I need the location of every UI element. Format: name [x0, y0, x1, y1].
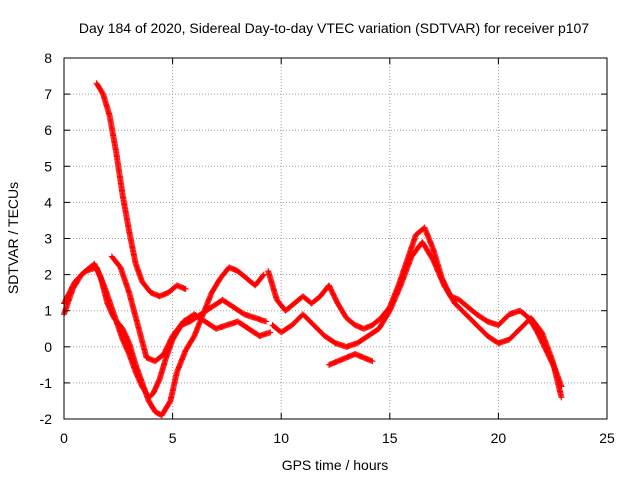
y-tick-label: -2	[40, 411, 53, 427]
y-tick-label: 4	[44, 194, 52, 210]
data-point	[369, 358, 376, 365]
y-tick-label: 2	[44, 267, 52, 283]
data-point	[262, 318, 269, 325]
series-arc-2	[61, 264, 269, 401]
chart-title: Day 184 of 2020, Sidereal Day-to-day VTE…	[79, 20, 589, 36]
y-tick-label: 8	[44, 50, 52, 66]
x-axis-label: GPS time / hours	[282, 457, 389, 473]
series-arc-6	[269, 239, 565, 401]
y-tick-label: 3	[44, 231, 52, 247]
y-tick-label: 1	[44, 303, 52, 319]
y-tick-label: -1	[40, 375, 53, 391]
ticks: 0 5 10 15 20 25 -2 -1 0 1 2 3 4 5 6 7 8	[40, 50, 615, 446]
series-arc-4	[108, 253, 274, 365]
data-point	[558, 394, 565, 401]
x-tick-label: 15	[382, 430, 398, 446]
y-axis-label: SDTVAR / TECUs	[5, 182, 21, 294]
series-arc-1	[61, 260, 267, 419]
x-tick-label: 10	[273, 430, 289, 446]
data-point	[260, 271, 267, 278]
y-tick-label: 0	[44, 339, 52, 355]
data-point	[182, 286, 189, 293]
series-arc-7	[325, 351, 376, 368]
series-arc-3	[93, 80, 189, 300]
y-tick-label: 5	[44, 158, 52, 174]
data-layer	[61, 80, 565, 419]
data-point	[259, 272, 266, 279]
x-tick-label: 0	[60, 430, 68, 446]
data-point	[267, 329, 274, 336]
grid	[64, 58, 607, 419]
x-tick-label: 5	[169, 430, 177, 446]
x-tick-label: 20	[491, 430, 507, 446]
x-tick-label: 25	[599, 430, 615, 446]
y-tick-label: 7	[44, 86, 52, 102]
y-tick-label: 6	[44, 122, 52, 138]
